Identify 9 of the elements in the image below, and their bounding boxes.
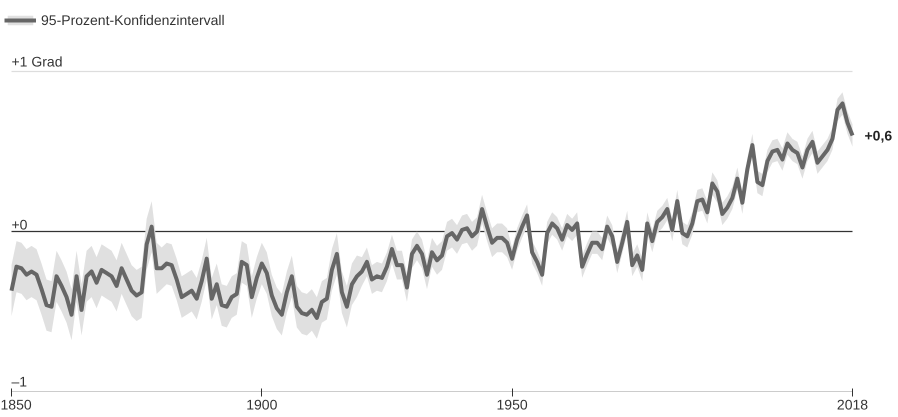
y-tick-label: –1	[12, 374, 28, 390]
y-tick-label: +1 Grad	[12, 54, 62, 70]
x-tick-label: 1950	[496, 396, 528, 412]
x-tick-label: 1900	[246, 396, 278, 412]
legend-label: 95-Prozent-Konfidenzintervall	[41, 12, 225, 28]
x-tick-label: 2018	[836, 396, 868, 412]
y-tick-label: +0	[12, 216, 28, 232]
x-tick-label: 1850	[0, 396, 32, 412]
annotation: +0,6	[864, 128, 892, 144]
